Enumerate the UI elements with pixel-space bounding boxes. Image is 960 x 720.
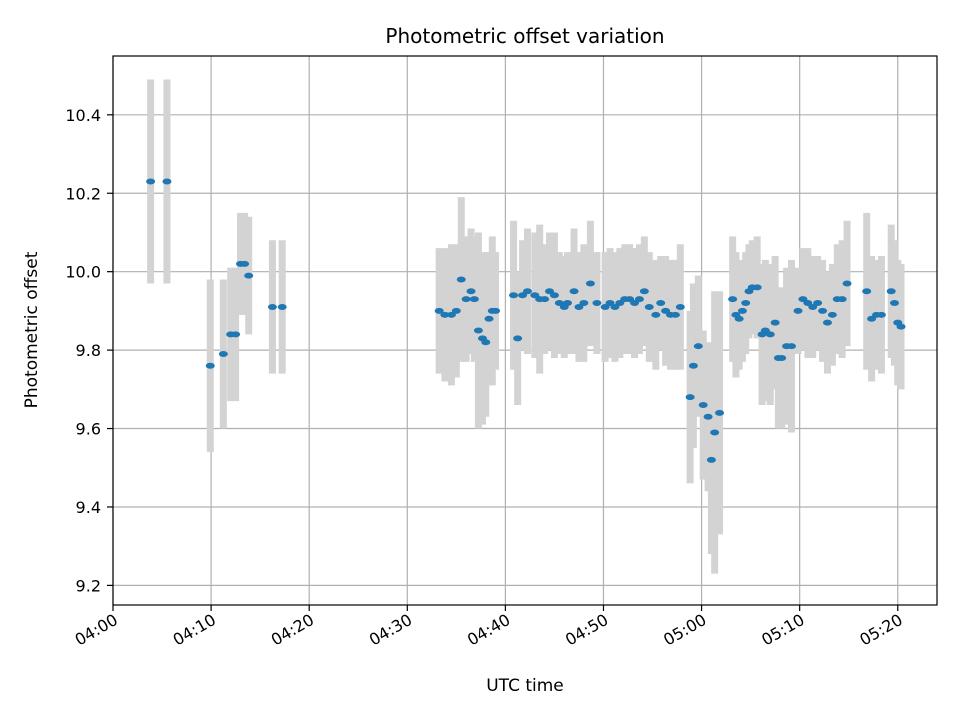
data-point bbox=[218, 351, 228, 358]
data-point bbox=[466, 288, 476, 295]
data-point bbox=[786, 343, 796, 350]
data-point bbox=[837, 296, 847, 303]
data-point bbox=[509, 292, 519, 299]
data-point bbox=[670, 311, 680, 318]
data-point bbox=[240, 260, 250, 267]
data-point bbox=[827, 311, 837, 318]
data-point bbox=[451, 307, 461, 314]
data-point bbox=[842, 280, 852, 287]
data-point bbox=[434, 307, 444, 314]
data-point bbox=[277, 303, 287, 310]
data-point bbox=[585, 280, 595, 287]
data-point bbox=[818, 307, 828, 314]
data-point bbox=[752, 284, 762, 291]
data-point bbox=[688, 362, 698, 369]
data-point bbox=[822, 319, 832, 326]
data-point bbox=[146, 178, 156, 185]
data-point bbox=[793, 307, 803, 314]
data-point bbox=[710, 429, 720, 436]
data-point bbox=[267, 303, 277, 310]
data-point bbox=[481, 339, 491, 346]
data-point bbox=[651, 311, 661, 318]
data-point bbox=[741, 300, 751, 307]
data-point bbox=[569, 288, 579, 295]
data-point bbox=[706, 456, 716, 463]
data-point bbox=[513, 335, 523, 342]
data-point bbox=[734, 315, 744, 322]
plot-frame bbox=[112, 55, 938, 606]
y-axis-label: Photometric offset bbox=[22, 251, 42, 408]
data-point bbox=[644, 303, 654, 310]
data-point bbox=[675, 303, 685, 310]
y-axis-ticks: 9.2 9.4 9.6 9.8 10.0 10.2 10.4 bbox=[65, 106, 113, 595]
data-point bbox=[639, 288, 649, 295]
data-point bbox=[813, 300, 823, 307]
data-point bbox=[770, 319, 780, 326]
data-point bbox=[469, 296, 479, 303]
data-point bbox=[162, 178, 172, 185]
data-point bbox=[886, 288, 896, 295]
data-point bbox=[244, 272, 254, 279]
data-point bbox=[862, 288, 872, 295]
data-point bbox=[777, 354, 787, 361]
y-tick-label: 9.4 bbox=[76, 498, 101, 517]
data-point bbox=[205, 362, 215, 369]
data-point bbox=[579, 300, 589, 307]
data-point bbox=[715, 409, 725, 416]
data-point bbox=[685, 394, 695, 401]
data-point bbox=[693, 343, 703, 350]
chart-title: Photometric offset variation bbox=[385, 24, 664, 48]
data-point bbox=[231, 331, 241, 338]
y-tick-label: 10.0 bbox=[65, 263, 101, 282]
data-point bbox=[737, 307, 747, 314]
y-tick-label: 9.6 bbox=[76, 420, 101, 439]
data-point bbox=[473, 327, 483, 334]
data-point bbox=[491, 307, 501, 314]
data-point bbox=[698, 402, 708, 409]
data-point bbox=[549, 292, 559, 299]
y-tick-label: 9.2 bbox=[76, 576, 101, 595]
data-point bbox=[540, 296, 550, 303]
data-point bbox=[889, 300, 899, 307]
data-point bbox=[461, 296, 471, 303]
data-point bbox=[456, 276, 466, 283]
data-point bbox=[765, 331, 775, 338]
data-point bbox=[876, 311, 886, 318]
y-tick-label: 10.4 bbox=[65, 106, 101, 125]
data-point bbox=[656, 300, 666, 307]
x-axis-label: UTC time bbox=[486, 676, 564, 696]
y-tick-label: 10.2 bbox=[65, 184, 101, 203]
data-point bbox=[896, 323, 906, 330]
data-points bbox=[146, 178, 906, 463]
data-point bbox=[703, 413, 713, 420]
data-point bbox=[440, 311, 450, 318]
data-point bbox=[522, 288, 532, 295]
data-point bbox=[592, 300, 602, 307]
y-tick-label: 9.8 bbox=[76, 341, 101, 360]
data-point bbox=[563, 300, 573, 307]
data-point bbox=[634, 296, 644, 303]
data-point bbox=[484, 315, 494, 322]
data-point bbox=[728, 296, 738, 303]
